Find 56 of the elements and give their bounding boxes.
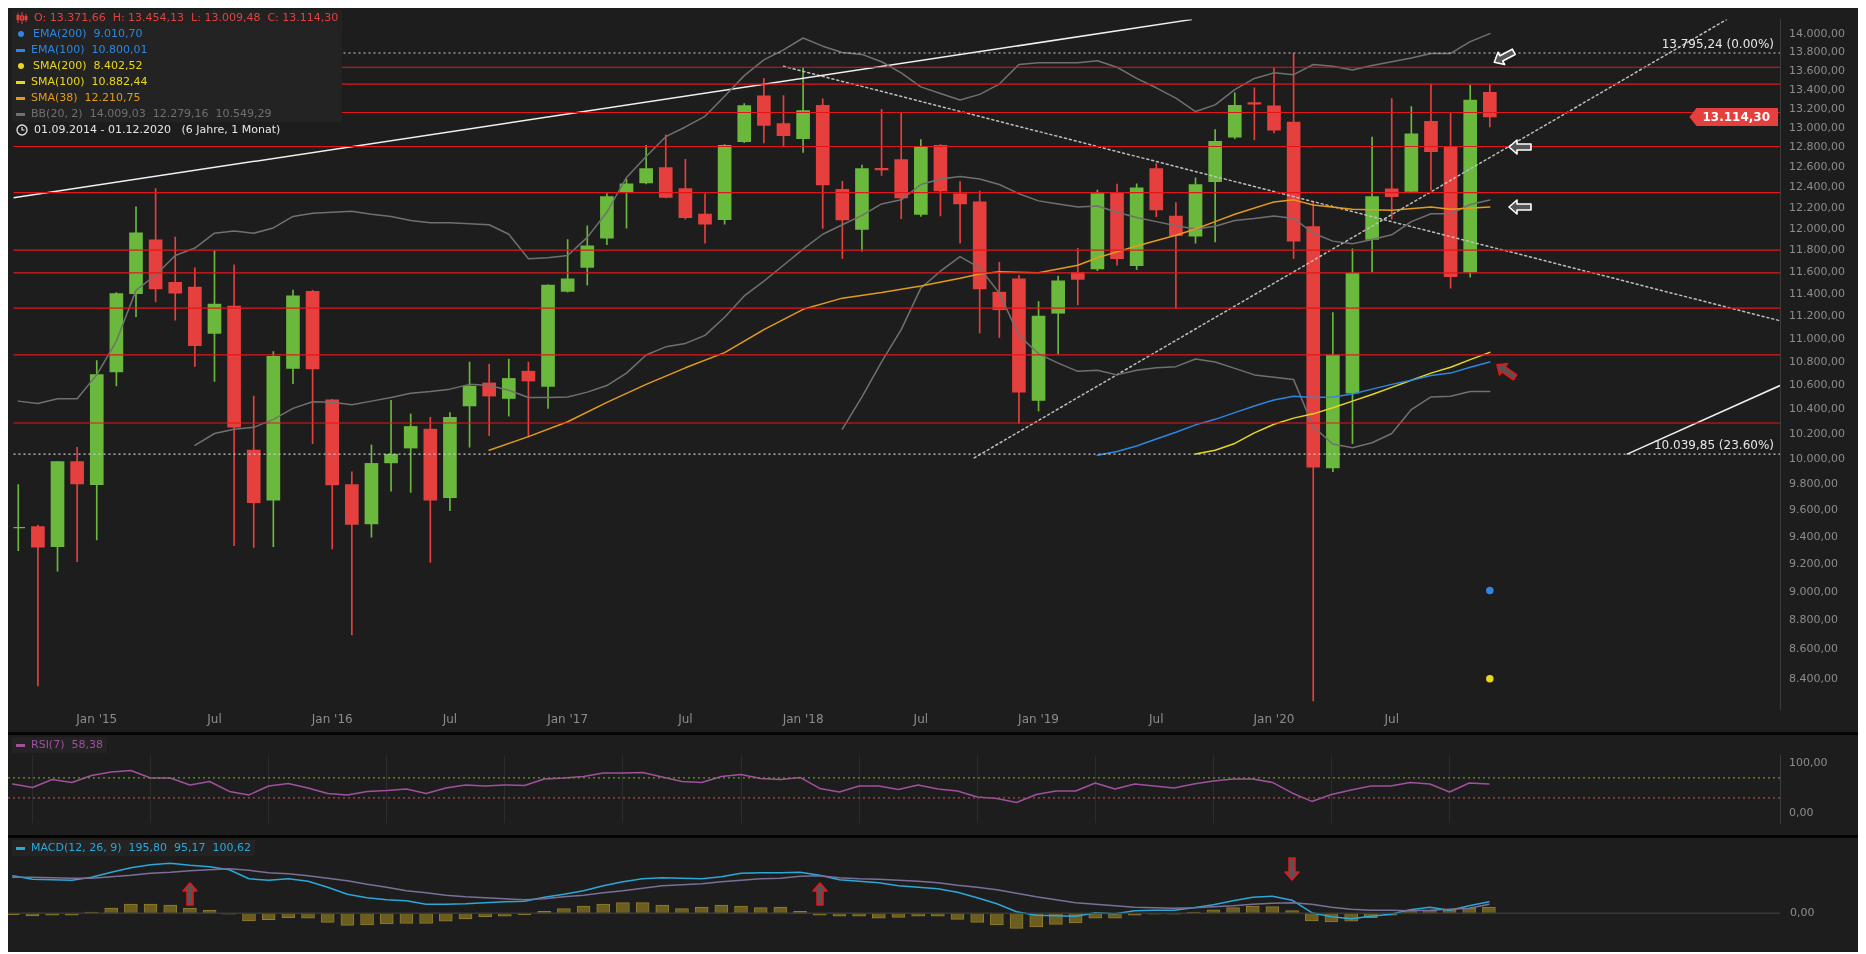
legend-label: RSI(7) 58,38 (31, 737, 103, 753)
x-tick-label: Jan '18 (781, 711, 824, 726)
x-tick-label: Jul (441, 711, 458, 726)
y-tick-label: 13.800,00 (1789, 45, 1845, 59)
y-tick-label: 12.400,00 (1789, 180, 1845, 194)
y-tick-label: 10.400,00 (1789, 402, 1845, 416)
x-tick-label: Jul (912, 711, 929, 726)
x-tick-label: Jul (1383, 711, 1399, 726)
y-tick-label: 9.600,00 (1789, 503, 1838, 517)
legend-label: EMA(100) 10.800,01 (31, 42, 148, 58)
y-tick-label: 12.600,00 (1789, 160, 1845, 174)
x-tick-label: Jan '15 (75, 711, 118, 726)
x-tick-label: Jan '17 (546, 711, 589, 726)
y-tick-label: 9.000,00 (1789, 584, 1838, 598)
x-tick-label: Jan '20 (1252, 711, 1295, 726)
y-tick-label: 13.400,00 (1789, 82, 1845, 96)
y-tick-label: 13.000,00 (1789, 120, 1845, 134)
y-tick-label: 9.200,00 (1789, 557, 1838, 571)
y-tick-label: 9.400,00 (1789, 530, 1838, 544)
y-tick-label: 10.600,00 (1789, 378, 1845, 392)
legend-label: MACD(12, 26, 9) 195,80 95,17 100,62 (31, 840, 251, 856)
x-tick-label: Jan '16 (310, 711, 353, 726)
y-tick-label: 9.800,00 (1789, 477, 1838, 491)
y-tick-label: 8.800,00 (1789, 613, 1838, 627)
y-tick-label: 10.000,00 (1789, 451, 1845, 465)
x-tick-label: Jul (206, 711, 222, 726)
annotation: 13.114,30 (1702, 110, 1771, 125)
y-tick-label: 13.600,00 (1789, 63, 1845, 77)
legend-label: SMA(38) 12.210,75 (31, 90, 141, 106)
y-tick-label: 12.800,00 (1789, 140, 1845, 154)
y-tick-label: 100,00 (1789, 755, 1828, 769)
y-tick-label: 11.800,00 (1789, 243, 1845, 257)
text: 01.09.2014 - 01.12.2020 (6 Jahre, 1 Monat) (34, 122, 281, 138)
y-tick-label: 11.000,00 (1789, 331, 1845, 345)
y-tick-label: 8.400,00 (1789, 672, 1838, 686)
y-tick-label: 14.000,00 (1789, 27, 1845, 41)
x-tick-label: Jul (677, 711, 693, 726)
chart-title: O: 13.371,66 H: 13.454,13 L: 13.009,48 C: 13.114,30 (34, 10, 339, 26)
x-tick-label: Jan '19 (1017, 711, 1059, 726)
ref-line-label: 10.039,85 (23.60%) (1653, 438, 1774, 453)
ref-line-label: 13.795,24 (0.00%) (1661, 37, 1774, 52)
y-tick-label: 13.200,00 (1789, 101, 1845, 115)
y-tick-label: 11.200,00 (1789, 308, 1845, 322)
y-tick-label: 12.000,00 (1789, 221, 1845, 235)
legend-label: EMA(200) 9.010,70 (33, 26, 143, 42)
y-tick-label: 11.600,00 (1789, 264, 1845, 278)
y-tick-label: 0,00 (1789, 805, 1814, 819)
legend-label: BB(20, 2) 14.009,03 12.279,16 10.549,29 (31, 106, 272, 122)
y-tick-label: 8.600,00 (1789, 642, 1838, 656)
y-tick-label: 11.400,00 (1789, 286, 1845, 300)
legend-label: SMA(200) 8.402,52 (33, 58, 143, 74)
x-tick-label: Jul (1148, 711, 1164, 726)
legend-label: SMA(100) 10.882,44 (31, 74, 148, 90)
y-tick-label: 10.200,00 (1789, 426, 1845, 440)
y-tick-label: 10.800,00 (1789, 354, 1845, 368)
y-tick-label: 12.200,00 (1789, 200, 1845, 214)
